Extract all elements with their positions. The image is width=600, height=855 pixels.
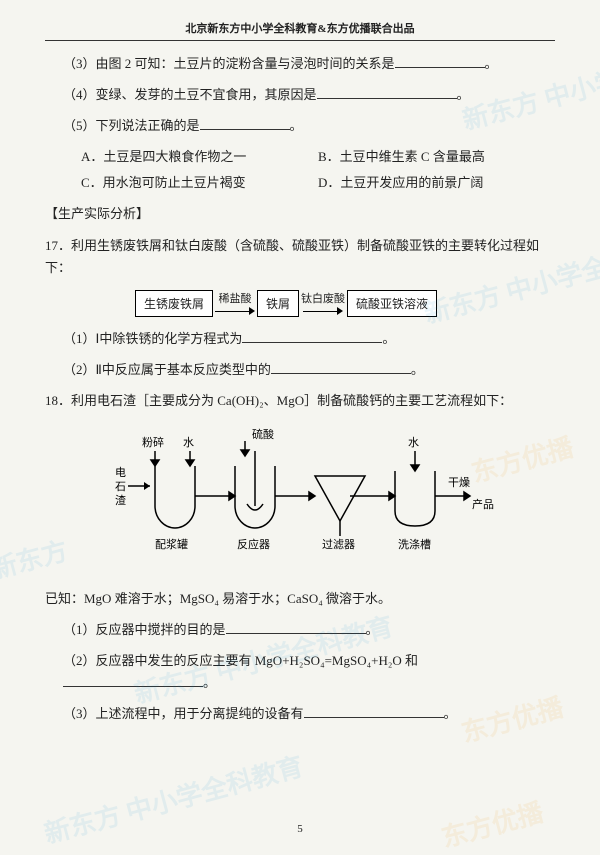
q4-tail: 。 bbox=[457, 87, 470, 102]
q18-2-text: （2）反应器中发生的反应主要有 MgO+H₂SO₄=MgSO₄+H₂O 和 bbox=[63, 653, 418, 668]
diagram-17: 生锈废铁屑 稀盐酸 铁屑 钛白废酸 硫酸亚铁溶液 bbox=[135, 290, 555, 318]
q17-1: （1）Ⅰ中除铁锈的化学方程式为 。 bbox=[45, 328, 555, 350]
q4: （4）变绿、发芽的土豆不宜食用，其原因是 。 bbox=[45, 84, 555, 106]
q5-options-row1: A．土豆是四大粮食作物之一 B．土豆中维生素 C 含量最高 bbox=[45, 146, 555, 165]
page-header: 北京新东方中小学全科教育&东方优播联合出品 bbox=[45, 20, 555, 41]
d2-fanying-label: 反应器 bbox=[237, 537, 270, 551]
d2-guolv-label: 过滤器 bbox=[322, 538, 355, 551]
d2-shui1-label: 水 bbox=[183, 436, 194, 449]
q18-2-tail: 。 bbox=[203, 675, 216, 690]
diagram-18: 电石渣 粉碎 水 硫酸 水 配浆罐 反应器 过滤器 洗涤槽 干燥 产品 bbox=[100, 426, 500, 576]
page-number: 5 bbox=[0, 823, 600, 835]
arrow-icon bbox=[215, 304, 255, 318]
arrow-icon bbox=[303, 304, 343, 318]
d2-shui2-label: 水 bbox=[408, 436, 419, 449]
q5-options-row2: C．用水泡可防止土豆片褐变 D．土豆开发应用的前景广阔 bbox=[45, 172, 555, 191]
q18-1-text: （1）反应器中搅拌的目的是 bbox=[63, 622, 226, 637]
d1-box2: 铁屑 bbox=[257, 290, 299, 317]
d2-peijiang-label: 配浆罐 bbox=[155, 537, 188, 551]
d1-arrow1: 稀盐酸 bbox=[215, 290, 255, 318]
d1-box1: 生锈废铁屑 bbox=[135, 290, 213, 317]
opt-d: D．土豆开发应用的前景广阔 bbox=[318, 172, 555, 191]
blank bbox=[304, 704, 444, 718]
watermark: 新东方 bbox=[0, 531, 71, 587]
d2-dianshi: 电石渣 bbox=[115, 466, 126, 507]
opt-b: B．土豆中维生素 C 含量最高 bbox=[318, 146, 555, 165]
blank bbox=[63, 673, 203, 687]
q18-3-tail: 。 bbox=[444, 706, 457, 721]
opt-a: A．土豆是四大粮食作物之一 bbox=[81, 146, 318, 165]
q5-text: （5）下列说法正确的是 bbox=[63, 118, 200, 133]
q5-tail: 。 bbox=[290, 118, 303, 133]
blank bbox=[200, 116, 290, 130]
d1-arrow2: 钛白废酸 bbox=[301, 290, 345, 318]
q18-3: （3）上述流程中，用于分离提纯的设备有 。 bbox=[45, 703, 555, 725]
q5: （5）下列说法正确的是 。 bbox=[45, 115, 555, 137]
d2-ganzao-label: 干燥 bbox=[448, 476, 470, 489]
q18-3-text: （3）上述流程中，用于分离提纯的设备有 bbox=[63, 706, 304, 721]
q17-2-tail: 。 bbox=[411, 362, 424, 377]
q17-2-text: （2）Ⅱ中反应属于基本反应类型中的 bbox=[63, 362, 271, 377]
q3-tail: 。 bbox=[485, 56, 498, 71]
d2-fensui-label: 粉碎 bbox=[142, 435, 164, 449]
blank bbox=[395, 54, 485, 68]
q3-text: （3）由图 2 可知：土豆片的淀粉含量与浸泡时间的关系是 bbox=[63, 56, 395, 71]
d2-xidi-label: 洗涤槽 bbox=[398, 537, 431, 551]
q18-2: （2）反应器中发生的反应主要有 MgO+H₂SO₄=MgSO₄+H₂O 和。 bbox=[45, 650, 555, 694]
q17: 17．利用生锈废铁屑和钛白废酸（含硫酸、硫酸亚铁）制备硫酸亚铁的主要转化过程如下… bbox=[45, 235, 555, 279]
q3: （3）由图 2 可知：土豆片的淀粉含量与浸泡时间的关系是 。 bbox=[45, 53, 555, 75]
q17-1-text: （1）Ⅰ中除铁锈的化学方程式为 bbox=[63, 331, 242, 346]
q17-2: （2）Ⅱ中反应属于基本反应类型中的 。 bbox=[45, 359, 555, 381]
q17-1-tail: 。 bbox=[382, 331, 395, 346]
q4-text: （4）变绿、发芽的土豆不宜食用，其原因是 bbox=[63, 87, 317, 102]
blank bbox=[242, 329, 382, 343]
q18: 18．利用电石渣［主要成分为 Ca(OH)₂、MgO］制备硫酸钙的主要工艺流程如… bbox=[45, 390, 555, 412]
given-info: 已知：MgO 难溶于水；MgSO₄ 易溶于水；CaSO₄ 微溶于水。 bbox=[45, 588, 555, 610]
q18-1-tail: 。 bbox=[366, 622, 379, 637]
q18-1: （1）反应器中搅拌的目的是 。 bbox=[45, 619, 555, 641]
d2-chanpin-label: 产品 bbox=[472, 497, 494, 511]
d1-box3: 硫酸亚铁溶液 bbox=[347, 290, 437, 317]
blank bbox=[317, 85, 457, 99]
watermark: 新东方 中小学全科教育 bbox=[40, 746, 307, 851]
blank bbox=[271, 360, 411, 374]
d2-liusuan-label: 硫酸 bbox=[252, 427, 274, 441]
opt-c: C．用水泡可防止土豆片褐变 bbox=[81, 172, 318, 191]
section-head: 【生产实际分析】 bbox=[45, 203, 555, 225]
blank bbox=[226, 620, 366, 634]
